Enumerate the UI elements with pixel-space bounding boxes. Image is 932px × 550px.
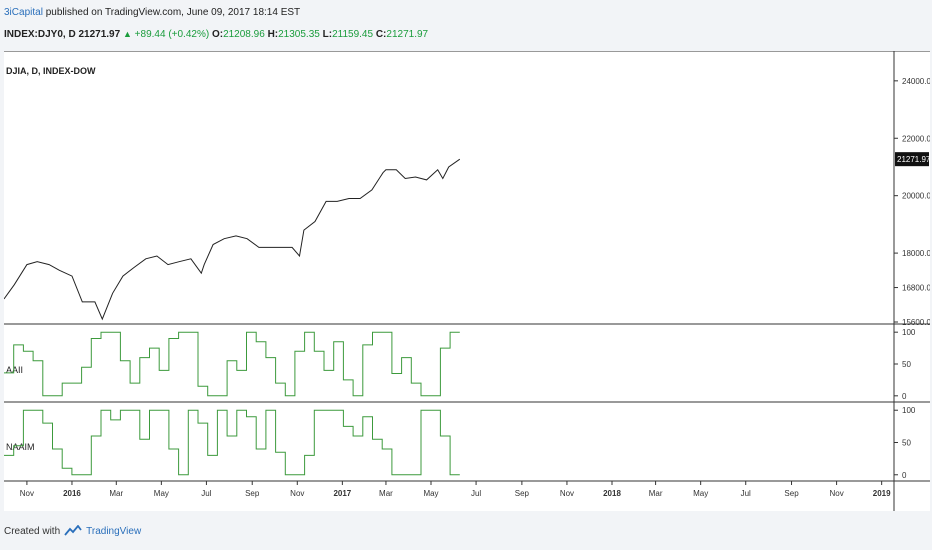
- tradingview-logo-icon: [64, 525, 82, 536]
- x-tick-label: Jul: [741, 489, 751, 498]
- y-tick-label: 0: [902, 471, 907, 480]
- open-label: O:: [211, 29, 224, 40]
- x-tick-label: Nov: [560, 489, 574, 498]
- x-tick-label: Nov: [20, 489, 34, 498]
- chart-title: DJIA, D, INDEX-DOW: [6, 66, 96, 76]
- aaii-label: AAII: [6, 365, 23, 375]
- naaim-pane[interactable]: 0 50 100: [4, 406, 916, 480]
- x-tick-label: Mar: [649, 489, 663, 498]
- close-label: C:: [375, 29, 387, 40]
- djia-price-line: [4, 158, 461, 321]
- x-tick-label: Sep: [245, 489, 260, 498]
- x-tick-label: 2016: [63, 489, 81, 498]
- naaim-label: NAAIM: [6, 442, 35, 452]
- up-triangle-icon: ▲: [122, 29, 132, 39]
- last-price-marker: [895, 152, 929, 167]
- aaii-line: [4, 331, 460, 397]
- x-tick-label: Jul: [471, 489, 481, 498]
- close-value: 21271.97: [386, 29, 429, 40]
- open-value: 21208.96: [223, 29, 265, 40]
- y-tick-label: 16800.00: [902, 284, 930, 293]
- x-tick-label: May: [423, 489, 438, 498]
- x-tick-label: Sep: [784, 489, 799, 498]
- x-tick-label: May: [693, 489, 708, 498]
- tradingview-brand[interactable]: TradingView: [86, 525, 142, 537]
- publish-info: 3iCapital published on TradingView.com, …: [4, 7, 300, 18]
- x-tick-label: Jul: [201, 489, 211, 498]
- y-tick-label: 50: [902, 360, 911, 369]
- footer: Created with TradingView: [4, 525, 141, 537]
- high-label: H:: [267, 29, 279, 40]
- y-tick-label: 18000.00: [902, 249, 930, 258]
- ohlc-bar: INDEX:DJY0, D 21271.97 ▲ +89.44 (+0.42%)…: [4, 29, 428, 40]
- change-value: +89.44 (+0.42%): [134, 29, 210, 40]
- low-label: L:: [322, 29, 333, 40]
- published-text: published on TradingView.com, June 09, 2…: [45, 7, 301, 18]
- time-axis[interactable]: Nov 2016 Mar May Jul Sep Nov 2017 Mar May Jul Sep No…: [20, 481, 891, 498]
- x-tick-label: Nov: [290, 489, 304, 498]
- naaim-line: [4, 409, 460, 476]
- created-with-label: Created with: [4, 525, 61, 537]
- y-tick-label: 20000.00: [902, 192, 930, 201]
- y-tick-label: 100: [902, 406, 916, 415]
- last-price-label: 21271.97: [897, 155, 930, 164]
- y-tick-label: 24000.00: [902, 77, 930, 86]
- y-tick-label: 0: [902, 392, 907, 401]
- x-tick-label: May: [154, 489, 169, 498]
- y-tick-label: 15600.00: [902, 318, 930, 327]
- x-tick-label: Mar: [379, 489, 393, 498]
- x-tick-label: Sep: [515, 489, 530, 498]
- x-tick-label: Nov: [829, 489, 843, 498]
- author-link[interactable]: 3iCapital: [4, 7, 43, 18]
- y-tick-label: 50: [902, 439, 911, 448]
- x-tick-label: 2019: [873, 489, 891, 498]
- low-value: 21159.45: [332, 29, 374, 40]
- last-price: 21271.97: [78, 29, 121, 40]
- symbol-label: INDEX:DJY0, D: [4, 29, 76, 40]
- x-tick-label: 2017: [333, 489, 351, 498]
- x-tick-label: Mar: [109, 489, 123, 498]
- aaii-pane[interactable]: 0 50 100: [4, 328, 916, 401]
- x-tick-label: 2018: [603, 489, 621, 498]
- y-tick-label: 22000.00: [902, 134, 930, 143]
- chart-area[interactable]: DJIA, D, INDEX-DOW AAII NAAIM 15600.00 16…: [4, 51, 930, 511]
- y-tick-label: 100: [902, 328, 916, 337]
- price-pane[interactable]: 15600.00 16800.00 18000.00 20000.00 22000.00…: [4, 77, 930, 327]
- high-value: 21305.35: [278, 29, 320, 40]
